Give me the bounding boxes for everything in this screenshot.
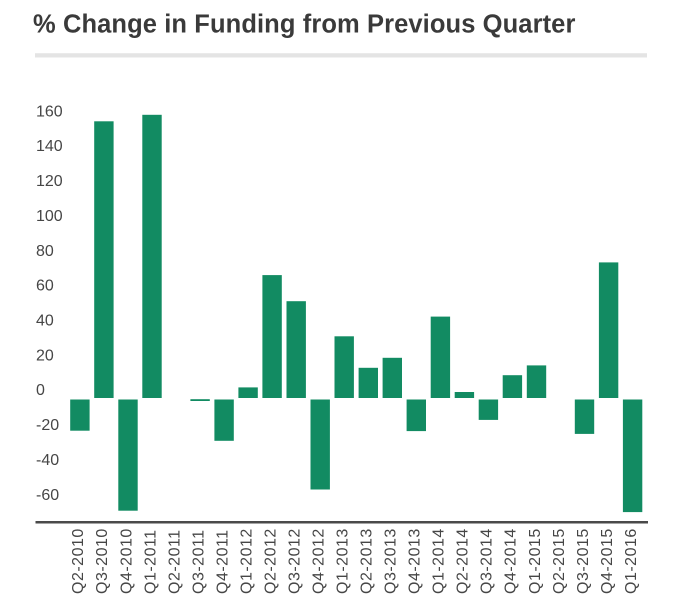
svg-text:40: 40	[36, 313, 54, 330]
svg-text:160: 160	[36, 103, 63, 120]
svg-text:Q2-2012: Q2-2012	[262, 528, 279, 594]
svg-text:Q3-2010: Q3-2010	[94, 528, 111, 594]
svg-text:Q3-2015: Q3-2015	[575, 528, 592, 594]
svg-text:-20: -20	[36, 417, 59, 434]
svg-text:Q4-2015: Q4-2015	[599, 528, 616, 594]
svg-text:0: 0	[36, 382, 45, 399]
svg-text:Q2-2011: Q2-2011	[166, 529, 183, 594]
svg-text:Q4-2010: Q4-2010	[118, 528, 135, 594]
svg-text:Q1-2013: Q1-2013	[335, 528, 352, 594]
svg-text:Q1-2014: Q1-2014	[431, 528, 448, 594]
svg-text:140: 140	[36, 138, 63, 155]
svg-text:Q2-2014: Q2-2014	[455, 528, 472, 594]
svg-text:Q2-2015: Q2-2015	[551, 528, 568, 594]
svg-text:80: 80	[36, 243, 54, 260]
svg-text:Q2-2013: Q2-2013	[359, 528, 376, 594]
svg-text:Q3-2011: Q3-2011	[190, 529, 207, 594]
svg-text:Q3-2014: Q3-2014	[479, 528, 496, 594]
svg-text:100: 100	[36, 208, 63, 225]
svg-text:-40: -40	[36, 452, 59, 469]
svg-text:Q2-2010: Q2-2010	[70, 528, 87, 594]
svg-text:Q4-2012: Q4-2012	[311, 528, 328, 594]
svg-text:Q3-2012: Q3-2012	[287, 528, 304, 594]
svg-text:Q1-2016: Q1-2016	[623, 528, 640, 594]
svg-text:20: 20	[36, 347, 54, 364]
svg-text:Q4-2011: Q4-2011	[214, 529, 231, 594]
svg-text:% Change in Funding from Previ: % Change in Funding from Previous Quarte…	[33, 11, 576, 39]
svg-text:-60: -60	[36, 487, 59, 504]
svg-text:Q1-2011: Q1-2011	[142, 529, 159, 594]
svg-text:Q4-2014: Q4-2014	[503, 528, 520, 594]
svg-text:Q4-2013: Q4-2013	[407, 528, 424, 594]
svg-text:120: 120	[36, 173, 63, 190]
svg-text:Q3-2013: Q3-2013	[383, 528, 400, 594]
svg-text:Q1-2012: Q1-2012	[238, 528, 255, 594]
svg-text:60: 60	[36, 278, 54, 295]
svg-text:Q1-2015: Q1-2015	[527, 528, 544, 594]
